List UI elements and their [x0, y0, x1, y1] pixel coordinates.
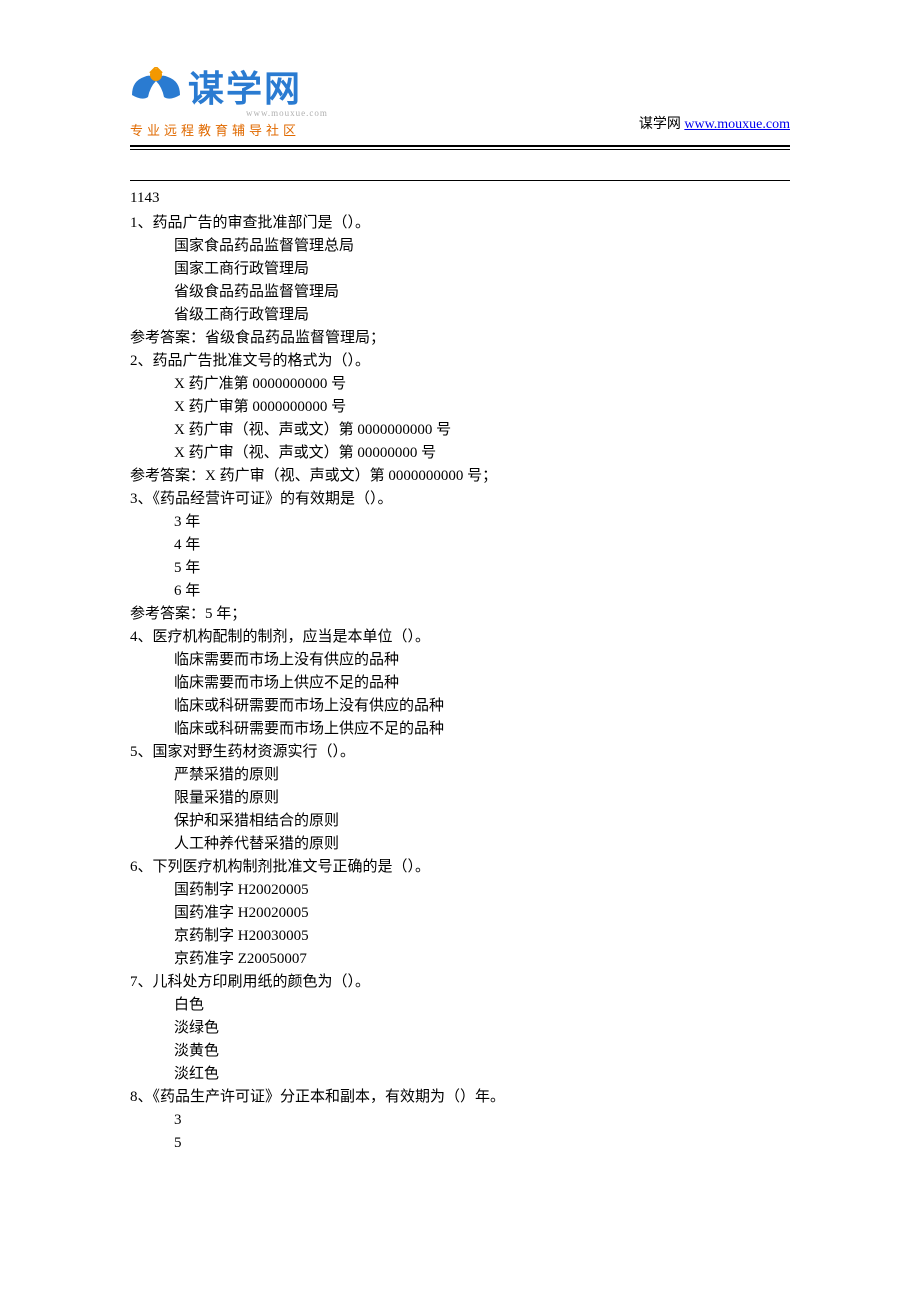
- option: 淡绿色: [130, 1017, 790, 1040]
- option: X 药广准第 0000000000 号: [130, 373, 790, 396]
- question: 2、药品广告批准文号的格式为（）。: [130, 350, 790, 373]
- question: 8、《药品生产许可证》分正本和副本，有效期为（）年。: [130, 1086, 790, 1109]
- option: X 药广审（视、声或文）第 0000000000 号: [130, 419, 790, 442]
- option: 临床或科研需要而市场上供应不足的品种: [130, 718, 790, 741]
- header-right: 谋学网 www.mouxue.com: [639, 113, 790, 139]
- option: 保护和采猎相结合的原则: [130, 810, 790, 833]
- option: 京药准字 Z20050007: [130, 948, 790, 971]
- question: 3、《药品经营许可证》的有效期是（）。: [130, 488, 790, 511]
- option: 临床需要而市场上供应不足的品种: [130, 672, 790, 695]
- option: 国家食品药品监督管理总局: [130, 235, 790, 258]
- option: 淡红色: [130, 1063, 790, 1086]
- question: 5、国家对野生药材资源实行（）。: [130, 741, 790, 764]
- logo-top: 谋学网 www.mouxue.com: [130, 60, 328, 118]
- option: 严禁采猎的原则: [130, 764, 790, 787]
- option: 省级工商行政管理局: [130, 304, 790, 327]
- site-link[interactable]: www.mouxue.com: [684, 117, 790, 132]
- site-label: 谋学网: [639, 117, 685, 132]
- logo-main-text: 谋学网: [188, 60, 328, 112]
- question: 4、医疗机构配制的制剂，应当是本单位（）。: [130, 626, 790, 649]
- option: 6 年: [130, 580, 790, 603]
- logo-icon: [130, 67, 182, 111]
- page-container: 谋学网 www.mouxue.com 专业远程教育辅导社区 谋学网 www.mo…: [0, 0, 920, 1215]
- option: 限量采猎的原则: [130, 787, 790, 810]
- option: 3: [130, 1109, 790, 1132]
- question: 6、下列医疗机构制剂批准文号正确的是（）。: [130, 856, 790, 879]
- option: 国家工商行政管理局: [130, 258, 790, 281]
- option: X 药广审第 0000000000 号: [130, 396, 790, 419]
- header: 谋学网 www.mouxue.com 专业远程教育辅导社区 谋学网 www.mo…: [130, 60, 790, 139]
- option: 国药制字 H20020005: [130, 879, 790, 902]
- logo-text-wrap: 谋学网 www.mouxue.com: [188, 60, 328, 118]
- content-top-line: [130, 180, 790, 181]
- logo-sub-text: www.mouxue.com: [246, 108, 328, 118]
- answer: 参考答案：X 药广审（视、声或文）第 0000000000 号；: [130, 465, 790, 488]
- questions-container: 1、药品广告的审查批准部门是（）。国家食品药品监督管理总局国家工商行政管理局省级…: [130, 212, 790, 1155]
- logo-block: 谋学网 www.mouxue.com 专业远程教育辅导社区: [130, 60, 328, 139]
- option: X 药广审（视、声或文）第 00000000 号: [130, 442, 790, 465]
- option: 3 年: [130, 511, 790, 534]
- option: 白色: [130, 994, 790, 1017]
- option: 国药准字 H20020005: [130, 902, 790, 925]
- exam-code: 1143: [130, 187, 790, 210]
- logo-tagline: 专业远程教育辅导社区: [130, 120, 328, 139]
- option: 5 年: [130, 557, 790, 580]
- option: 临床需要而市场上没有供应的品种: [130, 649, 790, 672]
- answer: 参考答案：5 年；: [130, 603, 790, 626]
- option: 5: [130, 1132, 790, 1155]
- option: 省级食品药品监督管理局: [130, 281, 790, 304]
- question: 1、药品广告的审查批准部门是（）。: [130, 212, 790, 235]
- option: 淡黄色: [130, 1040, 790, 1063]
- header-divider: [130, 145, 790, 150]
- content: 1143 1、药品广告的审查批准部门是（）。国家食品药品监督管理总局国家工商行政…: [130, 187, 790, 1155]
- question: 7、儿科处方印刷用纸的颜色为（）。: [130, 971, 790, 994]
- option: 临床或科研需要而市场上没有供应的品种: [130, 695, 790, 718]
- option: 京药制字 H20030005: [130, 925, 790, 948]
- option: 人工种养代替采猎的原则: [130, 833, 790, 856]
- answer: 参考答案：省级食品药品监督管理局；: [130, 327, 790, 350]
- option: 4 年: [130, 534, 790, 557]
